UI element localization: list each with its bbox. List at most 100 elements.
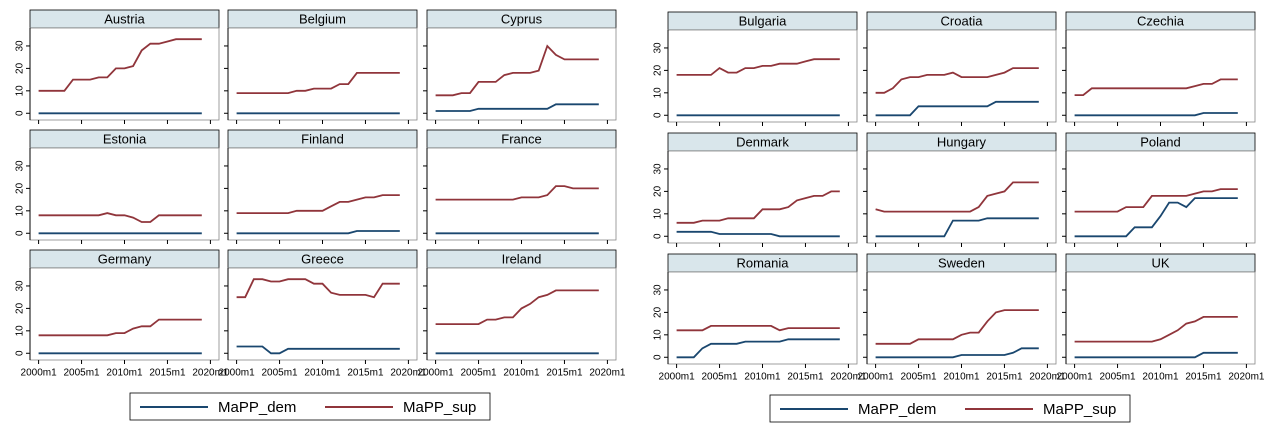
legend-label: MaPP_dem — [218, 399, 296, 416]
x-tick-label: 2000m1 — [1057, 372, 1094, 383]
x-tick-label: 2015m1 — [1185, 372, 1222, 383]
x-tick-label: 2010m1 — [744, 372, 781, 383]
plot-area — [29, 27, 220, 121]
y-tick-label: 0 — [15, 230, 26, 236]
x-tick-label: 2010m1 — [1142, 372, 1179, 383]
series-line — [875, 217, 1039, 238]
plot-area — [227, 27, 418, 121]
plot-area — [426, 27, 617, 121]
plot-area — [866, 29, 1057, 123]
y-tick-label: 30 — [653, 163, 664, 175]
y-tick-label: 30 — [653, 284, 664, 296]
facet-title: Hungary — [937, 134, 987, 149]
x-tick-label: 2020m1 — [390, 368, 427, 379]
x-tick-label: 2020m1 — [589, 368, 626, 379]
facet-title: Bulgaria — [739, 13, 787, 28]
series-line — [676, 230, 840, 238]
series-line — [676, 58, 840, 76]
y-tick-label: 10 — [15, 325, 26, 337]
x-tick-label: 2010m1 — [304, 368, 341, 379]
y-tick-label: 0 — [15, 110, 26, 116]
y-tick-label: 20 — [653, 185, 664, 197]
x-tick-label: 2020m1 — [1029, 372, 1066, 383]
series-line — [875, 100, 1039, 117]
x-tick-label: 2020m1 — [192, 368, 229, 379]
x-tick-label: 2000m1 — [418, 368, 455, 379]
series-line — [676, 325, 840, 332]
series-line — [875, 309, 1039, 345]
series-line — [1074, 188, 1238, 213]
series-line — [1074, 78, 1238, 96]
y-tick-label: 10 — [653, 329, 664, 341]
x-tick-label: 2005m1 — [1099, 372, 1136, 383]
y-tick-label: 20 — [653, 306, 664, 318]
series-line — [1074, 197, 1238, 238]
series-line — [1074, 316, 1238, 343]
y-tick-label: 10 — [653, 87, 664, 99]
y-tick-label: 0 — [653, 112, 664, 118]
x-tick-label: 2015m1 — [986, 372, 1023, 383]
y-tick-label: 30 — [15, 280, 26, 292]
series-line — [236, 345, 400, 355]
series-line — [676, 190, 840, 224]
series-line — [236, 278, 400, 299]
plot-area — [1065, 150, 1256, 244]
facet-title: Austria — [104, 11, 145, 26]
y-tick-label: 10 — [15, 205, 26, 217]
plot-area — [426, 267, 617, 361]
series-line — [1074, 112, 1238, 117]
x-tick-label: 2020m1 — [1228, 372, 1265, 383]
x-tick-label: 2005m1 — [460, 368, 497, 379]
x-tick-label: 2005m1 — [261, 368, 298, 379]
facet-title: Czechia — [1137, 13, 1185, 28]
x-tick-label: 2000m1 — [21, 368, 58, 379]
y-tick-label: 30 — [15, 160, 26, 172]
x-tick-label: 2020m1 — [830, 372, 867, 383]
y-tick-label: 20 — [15, 182, 26, 194]
y-tick-label: 0 — [15, 350, 26, 356]
facet-title: UK — [1151, 255, 1169, 270]
series-line — [236, 194, 400, 214]
facet-title: Finland — [301, 131, 344, 146]
y-tick-label: 10 — [15, 85, 26, 97]
y-tick-label: 10 — [653, 208, 664, 220]
legend-label: MaPP_sup — [403, 399, 476, 416]
facet-title: Belgium — [299, 11, 346, 26]
facet-title: Greece — [301, 251, 344, 266]
x-tick-label: 2000m1 — [219, 368, 256, 379]
plot-area — [667, 271, 858, 365]
plot-area — [1065, 29, 1256, 123]
x-tick-label: 2005m1 — [900, 372, 937, 383]
plot-area — [1065, 271, 1256, 365]
plot-area — [866, 271, 1057, 365]
y-tick-label: 30 — [653, 42, 664, 54]
x-tick-label: 2010m1 — [503, 368, 540, 379]
x-tick-label: 2010m1 — [943, 372, 980, 383]
plot-area — [227, 147, 418, 241]
series-line — [875, 181, 1039, 213]
series-line — [435, 185, 599, 201]
series-line — [875, 347, 1039, 359]
y-tick-label: 20 — [653, 64, 664, 76]
x-tick-label: 2000m1 — [858, 372, 895, 383]
x-tick-label: 2005m1 — [63, 368, 100, 379]
series-line — [1074, 351, 1238, 359]
x-tick-label: 2005m1 — [701, 372, 738, 383]
x-tick-label: 2010m1 — [106, 368, 143, 379]
facet-title: France — [501, 131, 541, 146]
y-tick-label: 20 — [15, 62, 26, 74]
facet-title: Cyprus — [501, 11, 543, 26]
facet-title: Ireland — [502, 251, 542, 266]
series-line — [38, 212, 202, 223]
series-line — [38, 318, 202, 337]
plot-area — [426, 147, 617, 241]
x-tick-label: 2000m1 — [659, 372, 696, 383]
x-tick-label: 2015m1 — [546, 368, 583, 379]
series-line — [676, 338, 840, 359]
plot-area — [866, 150, 1057, 244]
series-line — [236, 72, 400, 94]
legend-label: MaPP_sup — [1043, 401, 1116, 418]
series-line — [38, 38, 202, 92]
plot-area — [667, 150, 858, 244]
facet-title: Denmark — [736, 134, 789, 149]
